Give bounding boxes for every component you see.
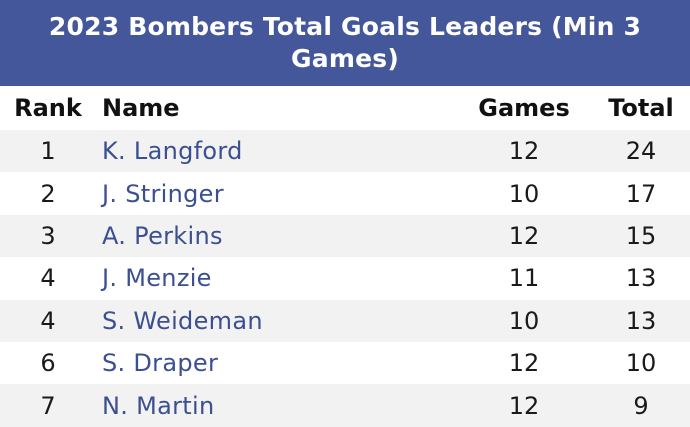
games-cell: 12: [462, 130, 586, 173]
player-name-link[interactable]: A. Perkins: [96, 214, 462, 258]
rank-cell: 4: [0, 299, 96, 342]
table-header-row: Rank Name Games Total: [0, 86, 690, 130]
table-row: 7 N. Martin 12 9: [0, 384, 690, 427]
total-cell: 17: [586, 172, 690, 215]
rank-cell: 2: [0, 172, 96, 215]
total-cell: 13: [586, 257, 690, 300]
column-header-games: Games: [478, 94, 570, 122]
table-row: 3 A. Perkins 12 15: [0, 214, 690, 258]
player-name-link[interactable]: N. Martin: [96, 384, 462, 427]
games-cell: 11: [462, 257, 586, 300]
rank-cell: 3: [0, 214, 96, 258]
games-cell: 12: [462, 341, 586, 385]
table-row: 4 S. Weideman 10 13: [0, 299, 690, 342]
player-name-link[interactable]: J. Menzie: [96, 257, 462, 300]
table-title: 2023 Bombers Total Goals Leaders (Min 3 …: [0, 0, 690, 86]
total-cell: 9: [586, 384, 690, 427]
table-row: 4 J. Menzie 11 13: [0, 257, 690, 300]
games-cell: 12: [462, 384, 586, 427]
rank-cell: 4: [0, 257, 96, 300]
games-cell: 10: [462, 172, 586, 215]
total-cell: 13: [586, 299, 690, 342]
total-cell: 15: [586, 214, 690, 258]
total-cell: 24: [586, 130, 690, 173]
rank-cell: 1: [0, 130, 96, 173]
table-row: 2 J. Stringer 10 17: [0, 172, 690, 215]
column-header-name: Name: [102, 94, 180, 122]
rank-cell: 7: [0, 384, 96, 427]
total-cell: 10: [586, 341, 690, 385]
player-name-link[interactable]: S. Weideman: [96, 299, 462, 342]
player-name-link[interactable]: K. Langford: [96, 130, 462, 173]
table-row: 6 S. Draper 12 10: [0, 341, 690, 385]
column-header-total: Total: [608, 94, 674, 122]
games-cell: 12: [462, 214, 586, 258]
leaders-table: Rank Name Games Total 1 K. Langford 12 2…: [0, 86, 690, 427]
player-name-link[interactable]: J. Stringer: [96, 172, 462, 215]
player-name-link[interactable]: S. Draper: [96, 341, 462, 385]
rank-cell: 6: [0, 341, 96, 385]
column-header-rank: Rank: [14, 94, 82, 122]
games-cell: 10: [462, 299, 586, 342]
table-row: 1 K. Langford 12 24: [0, 130, 690, 173]
